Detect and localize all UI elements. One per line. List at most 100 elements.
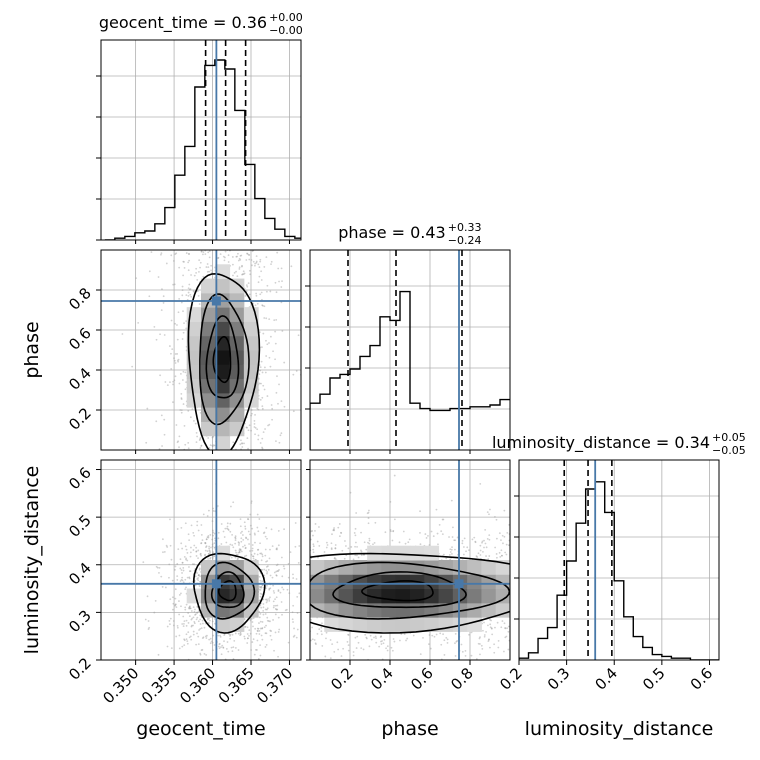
scatter-point	[312, 548, 315, 551]
scatter-point	[276, 375, 278, 378]
scatter-point	[157, 233, 159, 235]
scatter-point	[482, 629, 484, 632]
density-cell	[338, 560, 354, 575]
density-cell	[215, 435, 231, 450]
scatter-point	[163, 433, 166, 436]
scatter-point	[259, 589, 262, 591]
scatter-point	[164, 381, 167, 383]
scatter-point	[236, 255, 238, 258]
scatter-point	[248, 543, 250, 545]
scatter-point	[452, 526, 454, 529]
hist-panel-luminosity_distance	[519, 460, 719, 660]
scatter-point	[248, 635, 250, 637]
scatter-point	[249, 454, 251, 456]
scatter-point	[398, 541, 401, 544]
scatter-point	[254, 433, 256, 436]
scatter-point	[250, 429, 252, 432]
scatter-point	[193, 221, 195, 223]
scatter-point	[305, 599, 307, 601]
scatter-point	[222, 453, 224, 455]
scatter-point	[258, 373, 261, 376]
scatter-point	[244, 625, 247, 628]
scatter-point	[179, 373, 182, 375]
scatter-point	[221, 232, 223, 234]
scatter-point	[212, 507, 215, 510]
scatter-point	[199, 454, 201, 456]
scatter-point	[261, 304, 264, 307]
density-cell	[201, 364, 216, 380]
scatter-point	[369, 634, 372, 637]
density-cell	[467, 602, 482, 618]
scatter-point	[167, 466, 169, 468]
scatter-point	[171, 476, 173, 478]
scatter-point	[478, 637, 481, 640]
scatter-point	[260, 270, 263, 273]
scatter-point	[165, 476, 167, 478]
scatter-point	[360, 549, 362, 552]
scatter-point	[510, 607, 512, 609]
scatter-point	[199, 438, 202, 440]
scatter-point	[341, 549, 344, 552]
scatter-point	[166, 546, 169, 548]
scatter-point	[178, 647, 181, 650]
scatter-point	[514, 611, 516, 613]
scatter-point	[178, 594, 181, 596]
scatter-point	[223, 238, 225, 240]
scatter-point	[220, 217, 222, 219]
density-cell	[215, 264, 231, 280]
scatter-point	[254, 209, 256, 211]
scatter-point	[207, 251, 210, 254]
scatter-point	[196, 520, 199, 523]
scatter-point	[246, 626, 249, 629]
scatter-point	[221, 206, 223, 208]
scatter-point	[217, 496, 219, 498]
scatter-point	[340, 531, 342, 534]
scatter-point	[274, 631, 277, 634]
scatter-point	[275, 570, 278, 573]
scatter-point	[205, 538, 208, 541]
scatter-point	[266, 560, 269, 562]
scatter-point	[308, 582, 310, 584]
scatter-point	[461, 542, 464, 545]
scatter-point	[389, 529, 392, 531]
scatter-point	[222, 646, 225, 649]
scatter-point	[287, 641, 290, 644]
scatter-point	[239, 246, 241, 248]
scatter-point	[257, 530, 260, 533]
density-cell	[186, 335, 202, 351]
scatter-point	[485, 555, 487, 557]
scatter-point	[176, 338, 179, 341]
scatter-point	[291, 611, 294, 614]
scatter-point	[231, 256, 234, 258]
density-cell	[338, 617, 354, 632]
density-cell	[229, 335, 245, 351]
scatter-point	[189, 416, 192, 419]
scatter-point	[489, 626, 492, 629]
scatter-point	[188, 577, 191, 580]
scatter-point	[185, 381, 188, 384]
scatter-point	[274, 613, 277, 616]
scatter-point	[288, 592, 291, 595]
scatter-point	[329, 639, 332, 641]
scatter-point	[229, 530, 232, 533]
scatter-point	[276, 251, 279, 254]
scatter-point	[227, 650, 230, 653]
scatter-point	[193, 274, 196, 277]
scatter-point	[437, 543, 439, 546]
scatter-point	[292, 604, 295, 607]
scatter-point	[346, 640, 349, 643]
scatter-point	[180, 569, 183, 571]
scatter-point	[306, 593, 308, 595]
density-cell	[201, 335, 216, 351]
density-cell	[467, 574, 482, 590]
scatter-point	[221, 481, 223, 483]
scatter-point	[226, 641, 229, 643]
x-tick-label: 0.2	[327, 664, 357, 694]
scatter-point	[243, 470, 245, 472]
scatter-point	[174, 375, 177, 378]
scatter-point	[202, 223, 204, 225]
scatter-point	[239, 549, 242, 552]
scatter-point	[453, 539, 456, 542]
scatter-point	[189, 570, 192, 573]
scatter-point	[265, 624, 267, 627]
